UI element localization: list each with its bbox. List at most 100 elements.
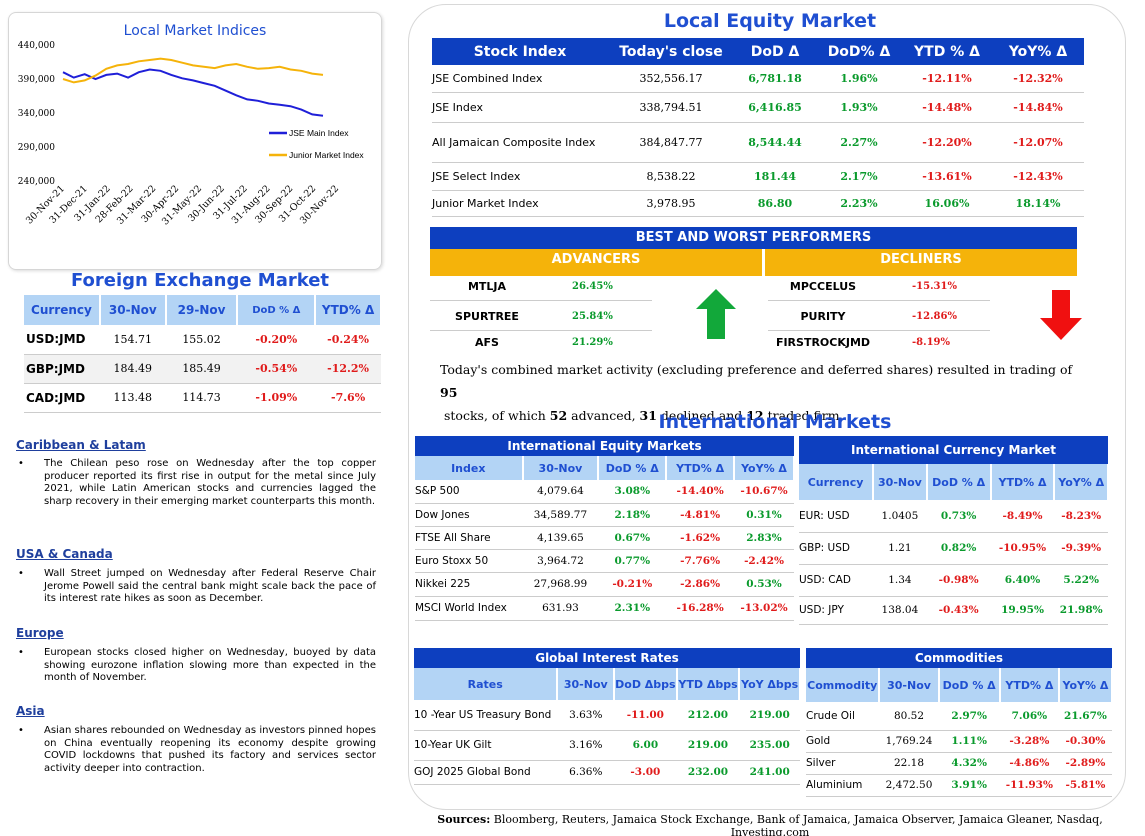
local-equity-table: Stock Index Today's close DoD Δ DoD% Δ Y… bbox=[432, 38, 1084, 217]
cell-value: 27,968.99 bbox=[522, 572, 599, 597]
summary-total-stocks: 95 bbox=[440, 385, 458, 400]
row-label: GBP: USD bbox=[799, 532, 874, 565]
cell-value: -11.93% bbox=[999, 774, 1059, 797]
summary-text: traded firm. bbox=[763, 408, 844, 423]
lem-dodpct: 2.17% bbox=[816, 162, 902, 191]
cell-value: 4.32% bbox=[938, 752, 1000, 775]
cell-value: -9.39% bbox=[1054, 532, 1108, 565]
cell-value: 22.18 bbox=[879, 752, 939, 775]
divider bbox=[768, 300, 990, 301]
cell-value: 3.91% bbox=[938, 774, 1000, 797]
cell-value: 34,589.77 bbox=[522, 503, 599, 527]
fx-dod: -0.54% bbox=[237, 354, 316, 384]
lem-close: 3,978.95 bbox=[608, 190, 734, 217]
fx-currency: USD:JMD bbox=[24, 325, 100, 355]
lem-dod: 8,544.44 bbox=[734, 122, 816, 163]
row-label: 10 -Year US Treasury Bond bbox=[414, 700, 558, 731]
fx-row: GBP:JMD 184.49 185.49 -0.54% -12.2% bbox=[24, 354, 381, 384]
lem-index-name: All Jamaican Composite Index bbox=[432, 122, 608, 163]
table-title: Commodities bbox=[806, 648, 1112, 668]
news-heading: Europe bbox=[16, 626, 64, 640]
lem-dodpct: 2.23% bbox=[816, 190, 902, 217]
cell-value: -7.76% bbox=[666, 549, 735, 573]
table-title: Global Interest Rates bbox=[414, 648, 800, 668]
cell-value: 1.34 bbox=[873, 564, 927, 597]
cell-value: 2.31% bbox=[598, 596, 667, 621]
column-header: YTD% Δ bbox=[990, 464, 1056, 500]
advancer-value: 26.45% bbox=[572, 281, 613, 292]
lem-dod: 6,781.18 bbox=[734, 65, 816, 93]
row-label: FTSE All Share bbox=[415, 526, 523, 550]
table-row: 10-Year UK Gilt 3.16% 6.00 219.00 235.00 bbox=[414, 730, 800, 761]
lem-row: JSE Index 338,794.51 6,416.85 1.93% -14.48% -… bbox=[432, 92, 1084, 123]
fx-row: USD:JMD 154.71 155.02 -0.20% -0.24% bbox=[24, 325, 381, 355]
summary-text: stocks, of which bbox=[443, 408, 550, 423]
news-heading: Asia bbox=[16, 704, 45, 718]
cell-value: -13.02% bbox=[734, 596, 794, 621]
fx-ytd: -12.2% bbox=[315, 354, 381, 384]
table-row: Crude Oil 80.52 2.97% 7.06% 21.67% bbox=[806, 702, 1112, 731]
lem-dodpct: 1.96% bbox=[816, 65, 902, 93]
table-header-row: Index 30-Nov DoD % Δ YTD% Δ YoY% Δ bbox=[415, 456, 795, 480]
table-row: GOJ 2025 Global Bond 6.36% -3.00 232.00 241.… bbox=[414, 760, 800, 785]
column-header: DoD % Δ bbox=[598, 456, 668, 480]
cell-value: 5.22% bbox=[1054, 564, 1108, 597]
cell-value: 1.21 bbox=[873, 532, 927, 565]
row-label: Gold bbox=[806, 730, 880, 753]
table-row: Gold 1,769.24 1.11% -3.28% -0.30% bbox=[806, 730, 1112, 753]
fx-value: 185.49 bbox=[165, 354, 238, 384]
cell-value: -2.86% bbox=[666, 572, 735, 597]
summary-declined: 31 bbox=[639, 408, 657, 423]
table-row: Euro Stoxx 50 3,964.72 0.77% -7.76% -2.42% bbox=[415, 549, 794, 573]
cell-value: -0.98% bbox=[926, 564, 991, 597]
news-heading: USA & Canada bbox=[16, 547, 113, 561]
advancer-name: SPURTREE bbox=[455, 310, 519, 323]
lem-yoy: -12.43% bbox=[992, 162, 1084, 191]
cell-value: 19.95% bbox=[990, 596, 1055, 625]
table-title: International Currency Market bbox=[799, 436, 1108, 464]
news-paragraph: Wall Street jumped on Wednesday after Fe… bbox=[16, 568, 376, 606]
cell-value: -10.95% bbox=[990, 532, 1055, 565]
series-line bbox=[62, 57, 324, 84]
fx-currency: GBP:JMD bbox=[24, 354, 100, 384]
fx-title: Foreign Exchange Market bbox=[70, 270, 330, 291]
fx-value: 154.71 bbox=[99, 325, 166, 355]
advancer-name: MTLJA bbox=[467, 280, 507, 293]
news-paragraph: European stocks closed higher on Wednesd… bbox=[16, 647, 376, 685]
fx-header: Currency bbox=[24, 295, 101, 325]
cell-value: -2.89% bbox=[1058, 752, 1112, 775]
cell-value: 0.82% bbox=[926, 532, 991, 565]
fx-header: YTD% Δ bbox=[315, 295, 382, 325]
column-header: Commodity bbox=[806, 668, 881, 702]
column-header: YoY% Δ bbox=[1058, 668, 1114, 702]
lem-close: 338,794.51 bbox=[608, 92, 734, 123]
row-label: Dow Jones bbox=[415, 503, 523, 527]
cell-value: -10.67% bbox=[734, 480, 794, 504]
cell-value: 0.73% bbox=[926, 500, 991, 533]
cell-value: -11.00 bbox=[614, 700, 677, 731]
column-header: YoY% Δ bbox=[1054, 464, 1109, 500]
fx-dod: -0.20% bbox=[237, 325, 316, 355]
cell-value: 1.11% bbox=[938, 730, 1000, 753]
lem-index-name: JSE Combined Index bbox=[432, 65, 608, 93]
y-tick-label: 290,000 bbox=[18, 143, 55, 153]
cell-value: -16.28% bbox=[666, 596, 735, 621]
cell-value: 7.06% bbox=[999, 702, 1059, 731]
table-row: Aluminium 2,472.50 3.91% -11.93% -5.81% bbox=[806, 774, 1112, 797]
lem-header: Today's close bbox=[608, 38, 734, 65]
column-header: Currency bbox=[799, 464, 875, 500]
table-header-row: Rates 30-Nov DoD Δbps YTD Δbps YoY Δbps bbox=[414, 668, 801, 700]
column-header: 30-Nov bbox=[873, 464, 928, 500]
right-panel-frame bbox=[408, 4, 1126, 810]
lem-yoy: -12.07% bbox=[992, 122, 1084, 163]
cell-value: 138.04 bbox=[873, 596, 927, 625]
chart-plot: 440,000390,000340,000290,000240,00030-No… bbox=[18, 41, 365, 227]
table-row: USD: JPY 138.04 -0.43% 19.95% 21.98% bbox=[799, 596, 1108, 625]
lem-dodpct: 2.27% bbox=[816, 122, 902, 163]
sources-text: Bloomberg, Reuters, Jamaica Stock Exchan… bbox=[490, 813, 1103, 836]
news-paragraph: The Chilean peso rose on Wednesday after… bbox=[16, 458, 376, 508]
cell-value: 2.18% bbox=[598, 503, 667, 527]
cell-value: -8.23% bbox=[1054, 500, 1108, 533]
column-header: 30-Nov bbox=[557, 668, 616, 700]
best-worst-header: BEST AND WORST PERFORMERS bbox=[430, 227, 1077, 249]
